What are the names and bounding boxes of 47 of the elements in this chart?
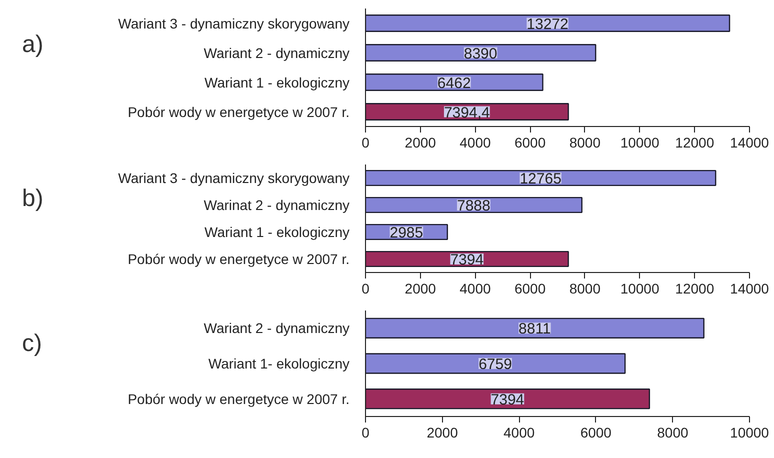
data-label: 7888 (456, 198, 490, 214)
text: b) (22, 184, 44, 214)
data-label: 2985 (390, 224, 424, 242)
x-tick-label: 6000 (514, 280, 546, 296)
x-tick-label: 6000 (514, 134, 546, 150)
y-tick-label: Wariant 3 - dynamiczny skorygowany (118, 170, 350, 186)
y-tick-label: Pobór wody w energetyce w 2007 r. (128, 104, 350, 120)
x-tick-label: 10000 (620, 134, 660, 150)
x-tick-label: 2000 (404, 280, 436, 296)
x-tick-label: 8000 (657, 424, 688, 440)
data-label: 8811 (518, 320, 551, 338)
data-label: 8390 (464, 45, 498, 62)
x-tick-label: 12000 (675, 280, 714, 296)
x-tick-label: 12000 (675, 134, 714, 150)
x-tick-label: 8000 (569, 134, 601, 150)
text: a) (22, 30, 44, 60)
y-tick-label: Pobór wody w energetyce w 2007 r. (128, 251, 350, 267)
x-tick-label: 4000 (460, 134, 491, 150)
data-label: 7394 (450, 252, 484, 268)
x-tick-label: 0 (362, 134, 370, 150)
y-tick-label: Wariant 3 - dynamiczny skorygowany (118, 15, 350, 32)
x-tick-label: 6000 (580, 424, 612, 440)
y-tick-label: Pobór wody w energetyce w 2007 r. (128, 390, 350, 407)
y-tick-label: Wariant 2 - dynamiczny (204, 44, 350, 61)
x-tick-label: 14000 (730, 280, 770, 296)
x-tick-label: 8000 (569, 280, 601, 296)
x-tick-label: 0 (362, 280, 370, 296)
x-tick-label: 14000 (730, 134, 770, 150)
y-tick-label: Wariant 1 - ekologiczny (204, 74, 350, 90)
x-tick-label: 0 (362, 424, 370, 440)
data-label: 13272 (526, 16, 568, 33)
y-tick-label: Wariant 2 - dynamiczny (204, 320, 350, 336)
data-label: 7394 (490, 391, 524, 408)
x-tick-label: 4000 (460, 280, 491, 296)
x-tick-label: 10000 (730, 424, 770, 440)
x-tick-label: 2000 (404, 134, 436, 150)
data-label: 12765 (520, 170, 562, 188)
y-tick-label: Wariant 1- ekologiczny (208, 356, 350, 372)
y-tick-label: Wariant 1 - ekologiczny (204, 224, 350, 240)
text: c) (22, 329, 42, 359)
y-tick-label: Warinat 2 - dynamiczny (204, 197, 350, 213)
data-label: 6759 (478, 356, 512, 373)
data-label: 6462 (437, 74, 471, 92)
x-tick-label: 2000 (426, 424, 458, 440)
data-label: 7394,4 (444, 104, 490, 122)
x-tick-label: 4000 (504, 424, 535, 440)
x-tick-label: 10000 (620, 280, 660, 296)
